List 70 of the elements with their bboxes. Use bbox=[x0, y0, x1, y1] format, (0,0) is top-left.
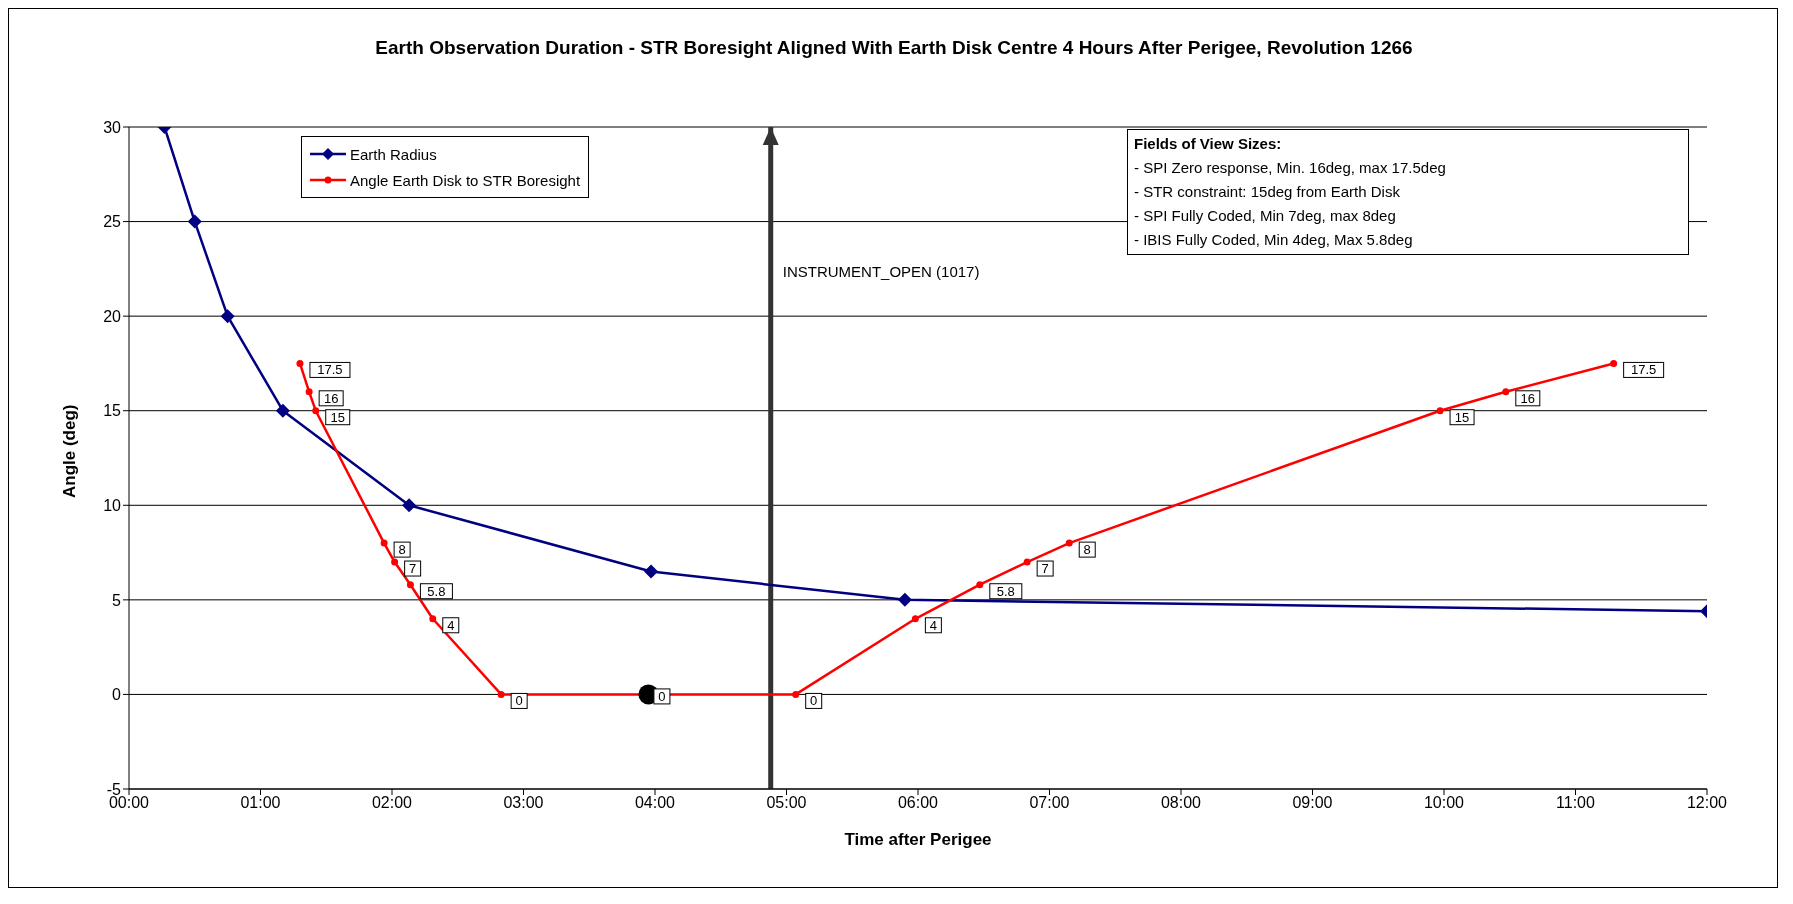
x-tick-label: 11:00 bbox=[1556, 794, 1596, 812]
data-label: 0 bbox=[810, 693, 818, 709]
x-tick-label: 10:00 bbox=[1423, 794, 1465, 812]
x-tick-label: 08:00 bbox=[1160, 794, 1202, 812]
data-label: 15 bbox=[1454, 409, 1470, 425]
x-tick-label: 06:00 bbox=[897, 794, 939, 812]
annotation: - SPI Fully Coded, Min 7deg, max 8deg bbox=[1134, 206, 1397, 226]
data-label: 5.8 bbox=[996, 583, 1015, 599]
point bbox=[275, 403, 290, 418]
data-label: 5.8 bbox=[427, 583, 446, 599]
y-tick-label: 0 bbox=[112, 686, 122, 704]
annotation: - SPI Zero response, Min. 16deg, max 17.5deg bbox=[1134, 158, 1447, 178]
data-label: 0 bbox=[515, 693, 523, 709]
x-tick-label: 00:00 bbox=[108, 794, 150, 812]
data-label: 7 bbox=[1041, 561, 1049, 577]
point bbox=[644, 564, 659, 579]
point bbox=[391, 558, 399, 566]
x-tick-label: 07:00 bbox=[1029, 794, 1070, 812]
y-tick-label: 10 bbox=[103, 496, 122, 514]
point bbox=[305, 388, 313, 396]
x-axis-title: Time after Perigee bbox=[844, 830, 992, 849]
point bbox=[1023, 558, 1031, 566]
data-label: 16 bbox=[323, 390, 339, 406]
data-label: 7 bbox=[409, 561, 417, 577]
y-axis-title: Angle (deg) bbox=[60, 404, 80, 498]
data-label: 8 bbox=[1083, 542, 1091, 558]
point bbox=[402, 498, 417, 513]
point bbox=[380, 539, 388, 547]
point bbox=[1502, 388, 1510, 396]
point bbox=[497, 690, 505, 698]
annotation: Fields of View Sizes: bbox=[1134, 134, 1283, 154]
point bbox=[296, 359, 304, 367]
point bbox=[911, 615, 919, 623]
y-tick-label: 15 bbox=[103, 402, 122, 420]
y-tick-label: 20 bbox=[103, 307, 122, 325]
point bbox=[1065, 539, 1073, 547]
data-label: 0 bbox=[658, 688, 666, 704]
data-label: 4 bbox=[447, 617, 455, 633]
data-label: 15 bbox=[330, 409, 345, 425]
point bbox=[897, 592, 912, 607]
y-tick-label: 5 bbox=[112, 591, 122, 609]
ref-line-label: INSTRUMENT_OPEN (1017) bbox=[782, 263, 980, 280]
data-label: 17.5 bbox=[317, 362, 343, 378]
data-label: 16 bbox=[1520, 390, 1536, 406]
point bbox=[406, 581, 414, 589]
x-tick-label: 12:00 bbox=[1686, 794, 1728, 812]
point bbox=[187, 214, 202, 229]
y-tick-label: 25 bbox=[103, 213, 122, 231]
y-tick-label: 30 bbox=[103, 118, 122, 136]
x-tick-label: 09:00 bbox=[1292, 794, 1333, 812]
x-tick-label: 01:00 bbox=[240, 794, 281, 812]
legend-label: Earth Radius bbox=[350, 145, 437, 163]
point bbox=[1436, 407, 1444, 415]
x-tick-label: 05:00 bbox=[766, 794, 807, 812]
annotation: - STR constraint: 15deg from Earth Disk bbox=[1134, 182, 1401, 202]
point bbox=[1610, 359, 1618, 367]
x-tick-label: 03:00 bbox=[503, 794, 544, 812]
legend-label: Angle Earth Disk to STR Boresight bbox=[350, 171, 581, 189]
x-tick-label: 04:00 bbox=[634, 794, 676, 812]
x-tick-label: 02:00 bbox=[371, 794, 413, 812]
data-label: 17.5 bbox=[1630, 362, 1657, 378]
point bbox=[220, 309, 235, 324]
data-label: 4 bbox=[929, 617, 937, 633]
point bbox=[429, 615, 437, 623]
point bbox=[792, 690, 800, 698]
chart-title: Earth Observation Duration - STR Boresight Aligned With Earth Disk Centre 4 Hours After Perigee, Revolution 1266 bbox=[374, 37, 1414, 59]
point bbox=[976, 581, 984, 589]
data-label: 8 bbox=[398, 542, 406, 558]
annotation: - IBIS Fully Coded, Min 4deg, Max 5.8deg bbox=[1134, 230, 1414, 250]
point bbox=[312, 407, 320, 415]
